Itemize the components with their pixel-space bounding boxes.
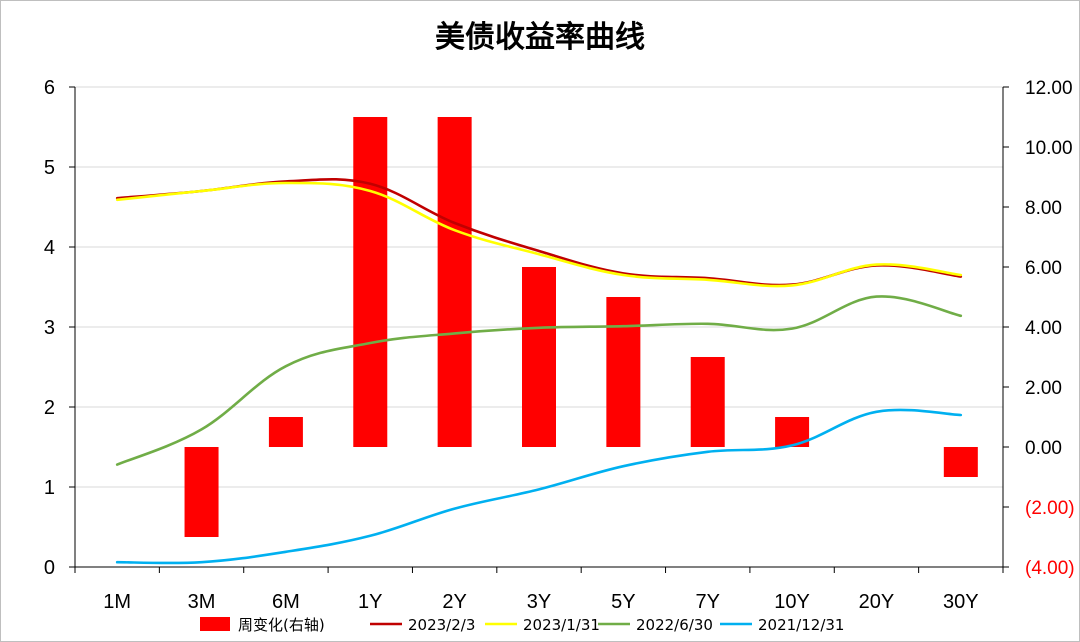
x-tick-label: 3Y: [527, 591, 551, 613]
legend-label-line-0: 2023/2/3: [408, 616, 475, 634]
x-axis-ticks: 1M 3M 6M 1Y 2Y 3Y 5Y 7Y 10Y 20Y 30Y: [103, 591, 978, 613]
x-tick-label: 3M: [188, 591, 216, 613]
left-tick-label: 4: [44, 237, 55, 259]
line-series-2: [115, 295, 963, 466]
x-tick-label: 6M: [272, 591, 300, 613]
left-tick-label: 5: [44, 157, 55, 179]
bar-3M: [184, 447, 219, 537]
x-tick-label: 1Y: [358, 591, 382, 613]
right-tick-label: 8.00: [1025, 198, 1062, 219]
bar-5Y: [606, 297, 641, 447]
legend-label-line-2: 2022/6/30: [636, 616, 713, 634]
left-tick-label: 2: [44, 397, 55, 419]
legend-label-line-3: 2021/12/31: [758, 616, 844, 634]
legend-label-line-1: 2023/1/31: [523, 616, 600, 634]
bar-3Y: [522, 267, 556, 447]
right-tick-label: 0.00: [1025, 438, 1062, 459]
line-series-1: [115, 181, 963, 288]
legend: 周变化(右轴) 2023/2/3 2023/1/31 2022/6/30 2021/12…: [200, 616, 844, 634]
legend-swatch-bar: [200, 617, 230, 631]
x-tick-label: 10Y: [774, 591, 810, 613]
x-tick-label: 20Y: [859, 591, 895, 613]
x-tick-label: 1M: [103, 591, 131, 613]
bar-30Y: [943, 447, 978, 477]
axes: [69, 86, 1009, 573]
line-series-3: [115, 408, 963, 565]
right-axis-ticks: (4.00) (2.00) 0.00 2.00 4.00 6.00 8.00 10.00 12.…: [1025, 78, 1075, 579]
right-tick-label: (4.00): [1025, 558, 1075, 579]
line-series-group: [115, 178, 963, 565]
right-tick-label: (2.00): [1025, 498, 1075, 519]
bar-1Y: [353, 117, 388, 447]
right-tick-label: 4.00: [1025, 318, 1062, 339]
right-tick-label: 2.00: [1025, 378, 1062, 399]
left-tick-label: 3: [44, 317, 55, 339]
bar-7Y: [690, 357, 725, 447]
right-tick-label: 10.00: [1025, 138, 1073, 159]
chart-title: 美债收益率曲线: [435, 20, 645, 55]
left-tick-label: 6: [44, 77, 55, 99]
x-tick-label: 7Y: [695, 591, 719, 613]
left-tick-label: 0: [44, 557, 55, 579]
bar-6M: [268, 417, 303, 447]
right-tick-label: 6.00: [1025, 258, 1062, 279]
bar-series-weekly-change: [184, 117, 978, 537]
legend-label-bar: 周变化(右轴): [238, 616, 325, 634]
x-tick-label: 30Y: [943, 591, 979, 613]
left-axis-ticks: 0 1 2 3 4 5 6: [44, 77, 55, 579]
x-tick-label: 2Y: [442, 591, 466, 613]
bar-2Y: [437, 117, 472, 447]
right-tick-label: 12.00: [1025, 78, 1073, 99]
x-tick-label: 5Y: [611, 591, 635, 613]
left-tick-label: 1: [44, 477, 55, 499]
